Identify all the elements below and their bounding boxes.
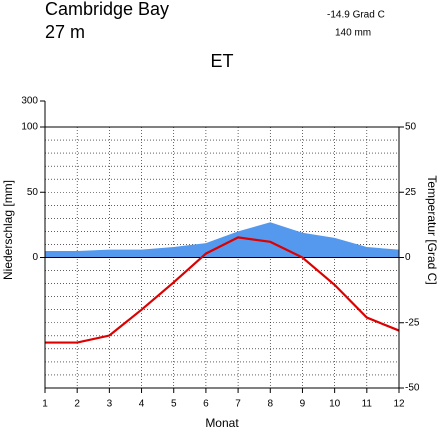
y2-tick-label: -25 [405,317,420,328]
x-tick-label: 5 [171,399,177,410]
x-tick-label: 3 [107,399,113,410]
annual-precipitation: 140 mm [335,28,371,39]
precipitation-area [45,222,399,258]
y-tick-label: 100 [21,122,38,133]
x-tick-label: 2 [74,399,80,410]
x-tick-label: 12 [393,399,405,410]
temperature-line [45,236,400,344]
mean-temperature: -14.9 Grad C [327,10,385,21]
y-tick-label: 0 [32,252,38,263]
x-tick-label: 9 [300,399,306,410]
y-tick-label: 300 [21,96,38,107]
x-tick-label: 10 [329,399,341,410]
x-tick-label: 6 [203,399,209,410]
x-tick-label: 11 [362,399,373,410]
x-tick-label: 7 [235,399,241,410]
climate-class: ET [210,51,233,71]
y2-tick-label: 25 [405,187,417,198]
y2-tick-label: 0 [405,252,411,263]
chart-title: Cambridge Bay [45,0,169,19]
y-tick-label: 50 [27,187,39,198]
x-tick-label: 1 [42,399,48,410]
y2-axis-label: Temperatur [Grad C] [425,175,439,284]
y2-tick-label: 50 [405,122,417,133]
y2-tick-label: -50 [405,383,420,394]
x-tick-label: 4 [139,399,145,410]
elevation: 27 m [45,22,85,42]
y-axis-label: Niederschlag [mm] [1,180,15,280]
x-tick-label: 8 [267,399,273,410]
x-axis-label: Monat [205,416,239,430]
